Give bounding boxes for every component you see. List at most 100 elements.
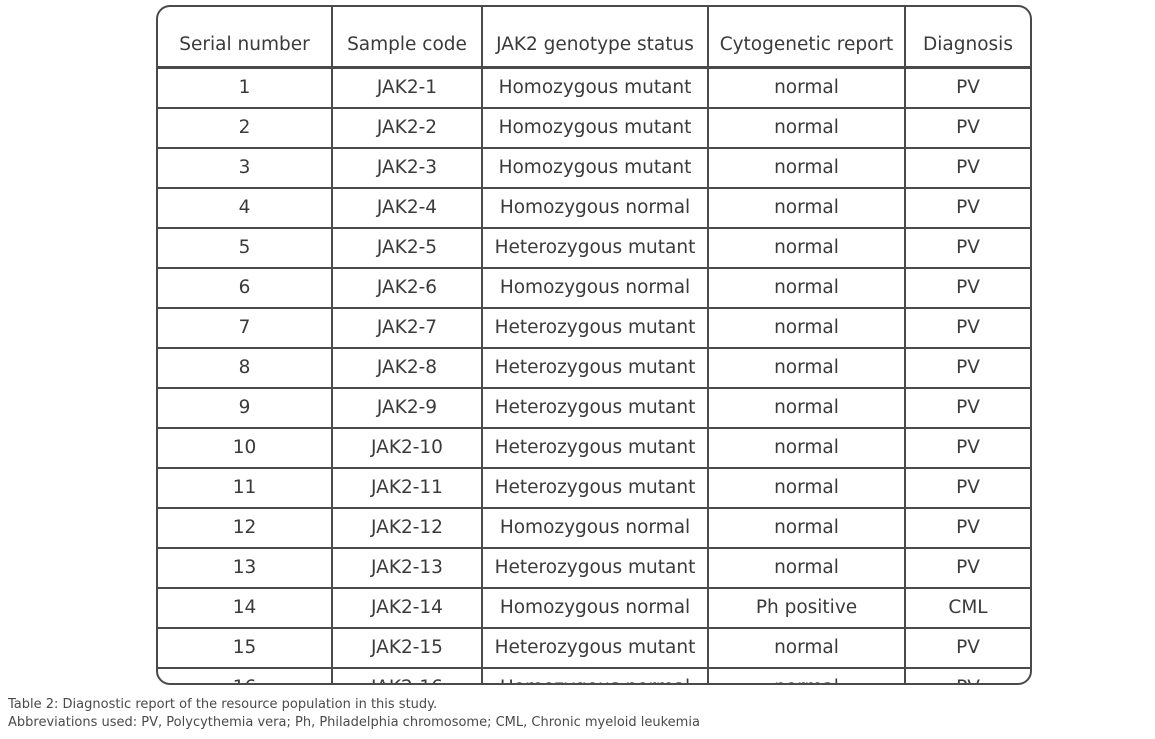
cell-genotype-status: Heterozygous mutant <box>481 387 708 428</box>
cell-sample-code: JAK2-9 <box>331 387 482 428</box>
cell-cytogenetic-report: normal <box>707 267 905 308</box>
cell-cytogenetic-report: normal <box>707 227 905 268</box>
cell-cytogenetic-report: normal <box>707 67 905 108</box>
cell-sample-code: JAK2-6 <box>331 267 482 308</box>
cell-cytogenetic-report: normal <box>707 107 905 148</box>
cell-cytogenetic-report: normal <box>707 147 905 188</box>
table-row: 4 JAK2-4 Homozygous normal normal PV <box>158 187 1030 228</box>
table-row: 13 JAK2-13 Heterozygous mutant normal PV <box>158 547 1030 588</box>
cell-serial-number: 3 <box>238 157 251 178</box>
cell-cytogenetic-report: normal <box>707 427 905 468</box>
cell-serial-number: 2 <box>238 117 251 138</box>
cell-cytogenetic-report: normal <box>707 307 905 348</box>
cell-serial-number: 9 <box>238 397 251 418</box>
caption-abbreviations: Abbreviations used: PV, Polycythemia ver… <box>8 715 700 730</box>
cell-sample-code: JAK2-1 <box>331 67 482 108</box>
cell-sample-code: JAK2-4 <box>331 187 482 228</box>
cell-cytogenetic-report: normal <box>707 187 905 228</box>
table-row: 10 JAK2-10 Heterozygous mutant normal PV <box>158 427 1030 468</box>
cell-diagnosis: PV <box>904 427 1030 468</box>
cell-genotype-status: Homozygous mutant <box>481 67 708 108</box>
header-diagnosis: Diagnosis <box>904 7 1030 67</box>
cell-diagnosis: PV <box>904 387 1030 428</box>
cell-genotype-status: Heterozygous mutant <box>481 627 708 668</box>
cell-cytogenetic-report: normal <box>707 467 905 508</box>
cell-genotype-status: Heterozygous mutant <box>481 227 708 268</box>
cell-genotype-status: Heterozygous mutant <box>481 307 708 348</box>
cell-diagnosis: PV <box>904 187 1030 228</box>
cell-sample-code: JAK2-13 <box>331 547 482 588</box>
cell-diagnosis: PV <box>904 547 1030 588</box>
table-caption: Table 2: Diagnostic report of the resour… <box>8 696 700 732</box>
cell-sample-code: JAK2-7 <box>331 307 482 348</box>
cell-sample-code: JAK2-2 <box>331 107 482 148</box>
cell-diagnosis: PV <box>904 507 1030 548</box>
cell-cytogenetic-report: Ph positive <box>707 587 905 628</box>
cell-sample-code: JAK2-14 <box>331 587 482 628</box>
diagnostic-table-frame: Serial number Sample code JAK2 genotype … <box>156 5 1032 685</box>
cell-genotype-status: Heterozygous mutant <box>481 547 708 588</box>
cell-genotype-status: Homozygous normal <box>481 507 708 548</box>
cell-sample-code: JAK2-8 <box>331 347 482 388</box>
cell-serial-number: 4 <box>238 197 251 218</box>
cell-genotype-status: Heterozygous mutant <box>481 467 708 508</box>
table-row: 3 JAK2-3 Homozygous mutant normal PV <box>158 147 1030 188</box>
cell-diagnosis: PV <box>904 627 1030 668</box>
cell-genotype-status: Homozygous normal <box>481 587 708 628</box>
cell-serial-number: 5 <box>238 237 251 258</box>
cell-serial-number: 1 <box>238 77 251 98</box>
cell-diagnosis: PV <box>904 67 1030 108</box>
table-header-row: Serial number Sample code JAK2 genotype … <box>158 7 1030 67</box>
cell-serial-number: 11 <box>232 477 257 498</box>
cell-cytogenetic-report: normal <box>707 547 905 588</box>
diagnostic-table: Serial number Sample code JAK2 genotype … <box>158 7 1030 683</box>
cell-cytogenetic-report: normal <box>707 667 905 683</box>
cell-sample-code: JAK2-10 <box>331 427 482 468</box>
table-row: 11 JAK2-11 Heterozygous mutant normal PV <box>158 467 1030 508</box>
cell-genotype-status: Homozygous normal <box>481 187 708 228</box>
cell-serial-number: 10 <box>232 437 257 458</box>
table-row: 12 JAK2-12 Homozygous normal normal PV <box>158 507 1030 548</box>
cell-sample-code: JAK2-15 <box>331 627 482 668</box>
cell-genotype-status: Homozygous mutant <box>481 147 708 188</box>
cell-serial-number: 7 <box>238 317 251 338</box>
cell-diagnosis: PV <box>904 227 1030 268</box>
cell-sample-code: JAK2-3 <box>331 147 482 188</box>
table-row: 1 JAK2-1 Homozygous mutant normal PV <box>158 67 1030 108</box>
table-row: 6 JAK2-6 Homozygous normal normal PV <box>158 267 1030 308</box>
cell-diagnosis: PV <box>904 347 1030 388</box>
cell-sample-code: JAK2-12 <box>331 507 482 548</box>
cell-serial-number: 15 <box>232 637 257 658</box>
cell-genotype-status: Heterozygous mutant <box>481 347 708 388</box>
table-row: 8 JAK2-8 Heterozygous mutant normal PV <box>158 347 1030 388</box>
cell-diagnosis: PV <box>904 467 1030 508</box>
table-row: 9 JAK2-9 Heterozygous mutant normal PV <box>158 387 1030 428</box>
cell-diagnosis: PV <box>904 667 1030 683</box>
cell-serial-number: 13 <box>232 557 257 578</box>
header-serial-number: Serial number <box>179 33 310 55</box>
cell-sample-code: JAK2-16 <box>331 667 482 683</box>
header-genotype-status: JAK2 genotype status <box>481 7 708 67</box>
cell-diagnosis: PV <box>904 107 1030 148</box>
table-row: 7 JAK2-7 Heterozygous mutant normal PV <box>158 307 1030 348</box>
header-sample-code: Sample code <box>331 7 482 67</box>
table-row: 2 JAK2-2 Homozygous mutant normal PV <box>158 107 1030 148</box>
cell-serial-number: 16 <box>158 668 332 683</box>
table-row: 5 JAK2-5 Heterozygous mutant normal PV <box>158 227 1030 268</box>
cell-diagnosis: PV <box>904 147 1030 188</box>
cell-genotype-status: Heterozygous mutant <box>481 427 708 468</box>
cell-serial-number: 6 <box>238 277 251 298</box>
header-cytogenetic-report: Cytogenetic report <box>707 7 905 67</box>
cell-diagnosis: CML <box>904 587 1030 628</box>
cell-serial-number: 14 <box>232 597 257 618</box>
cell-diagnosis: PV <box>904 307 1030 348</box>
table-row: 14 JAK2-14 Homozygous normal Ph positive CML <box>158 587 1030 628</box>
cell-cytogenetic-report: normal <box>707 347 905 388</box>
cell-cytogenetic-report: normal <box>707 387 905 428</box>
cell-sample-code: JAK2-5 <box>331 227 482 268</box>
cell-genotype-status: Homozygous normal <box>481 267 708 308</box>
cell-serial-number: 8 <box>238 357 251 378</box>
table-body: 1 JAK2-1 Homozygous mutant normal PV 2 JAK2-2 H… <box>158 67 1030 683</box>
cell-cytogenetic-report: normal <box>707 627 905 668</box>
